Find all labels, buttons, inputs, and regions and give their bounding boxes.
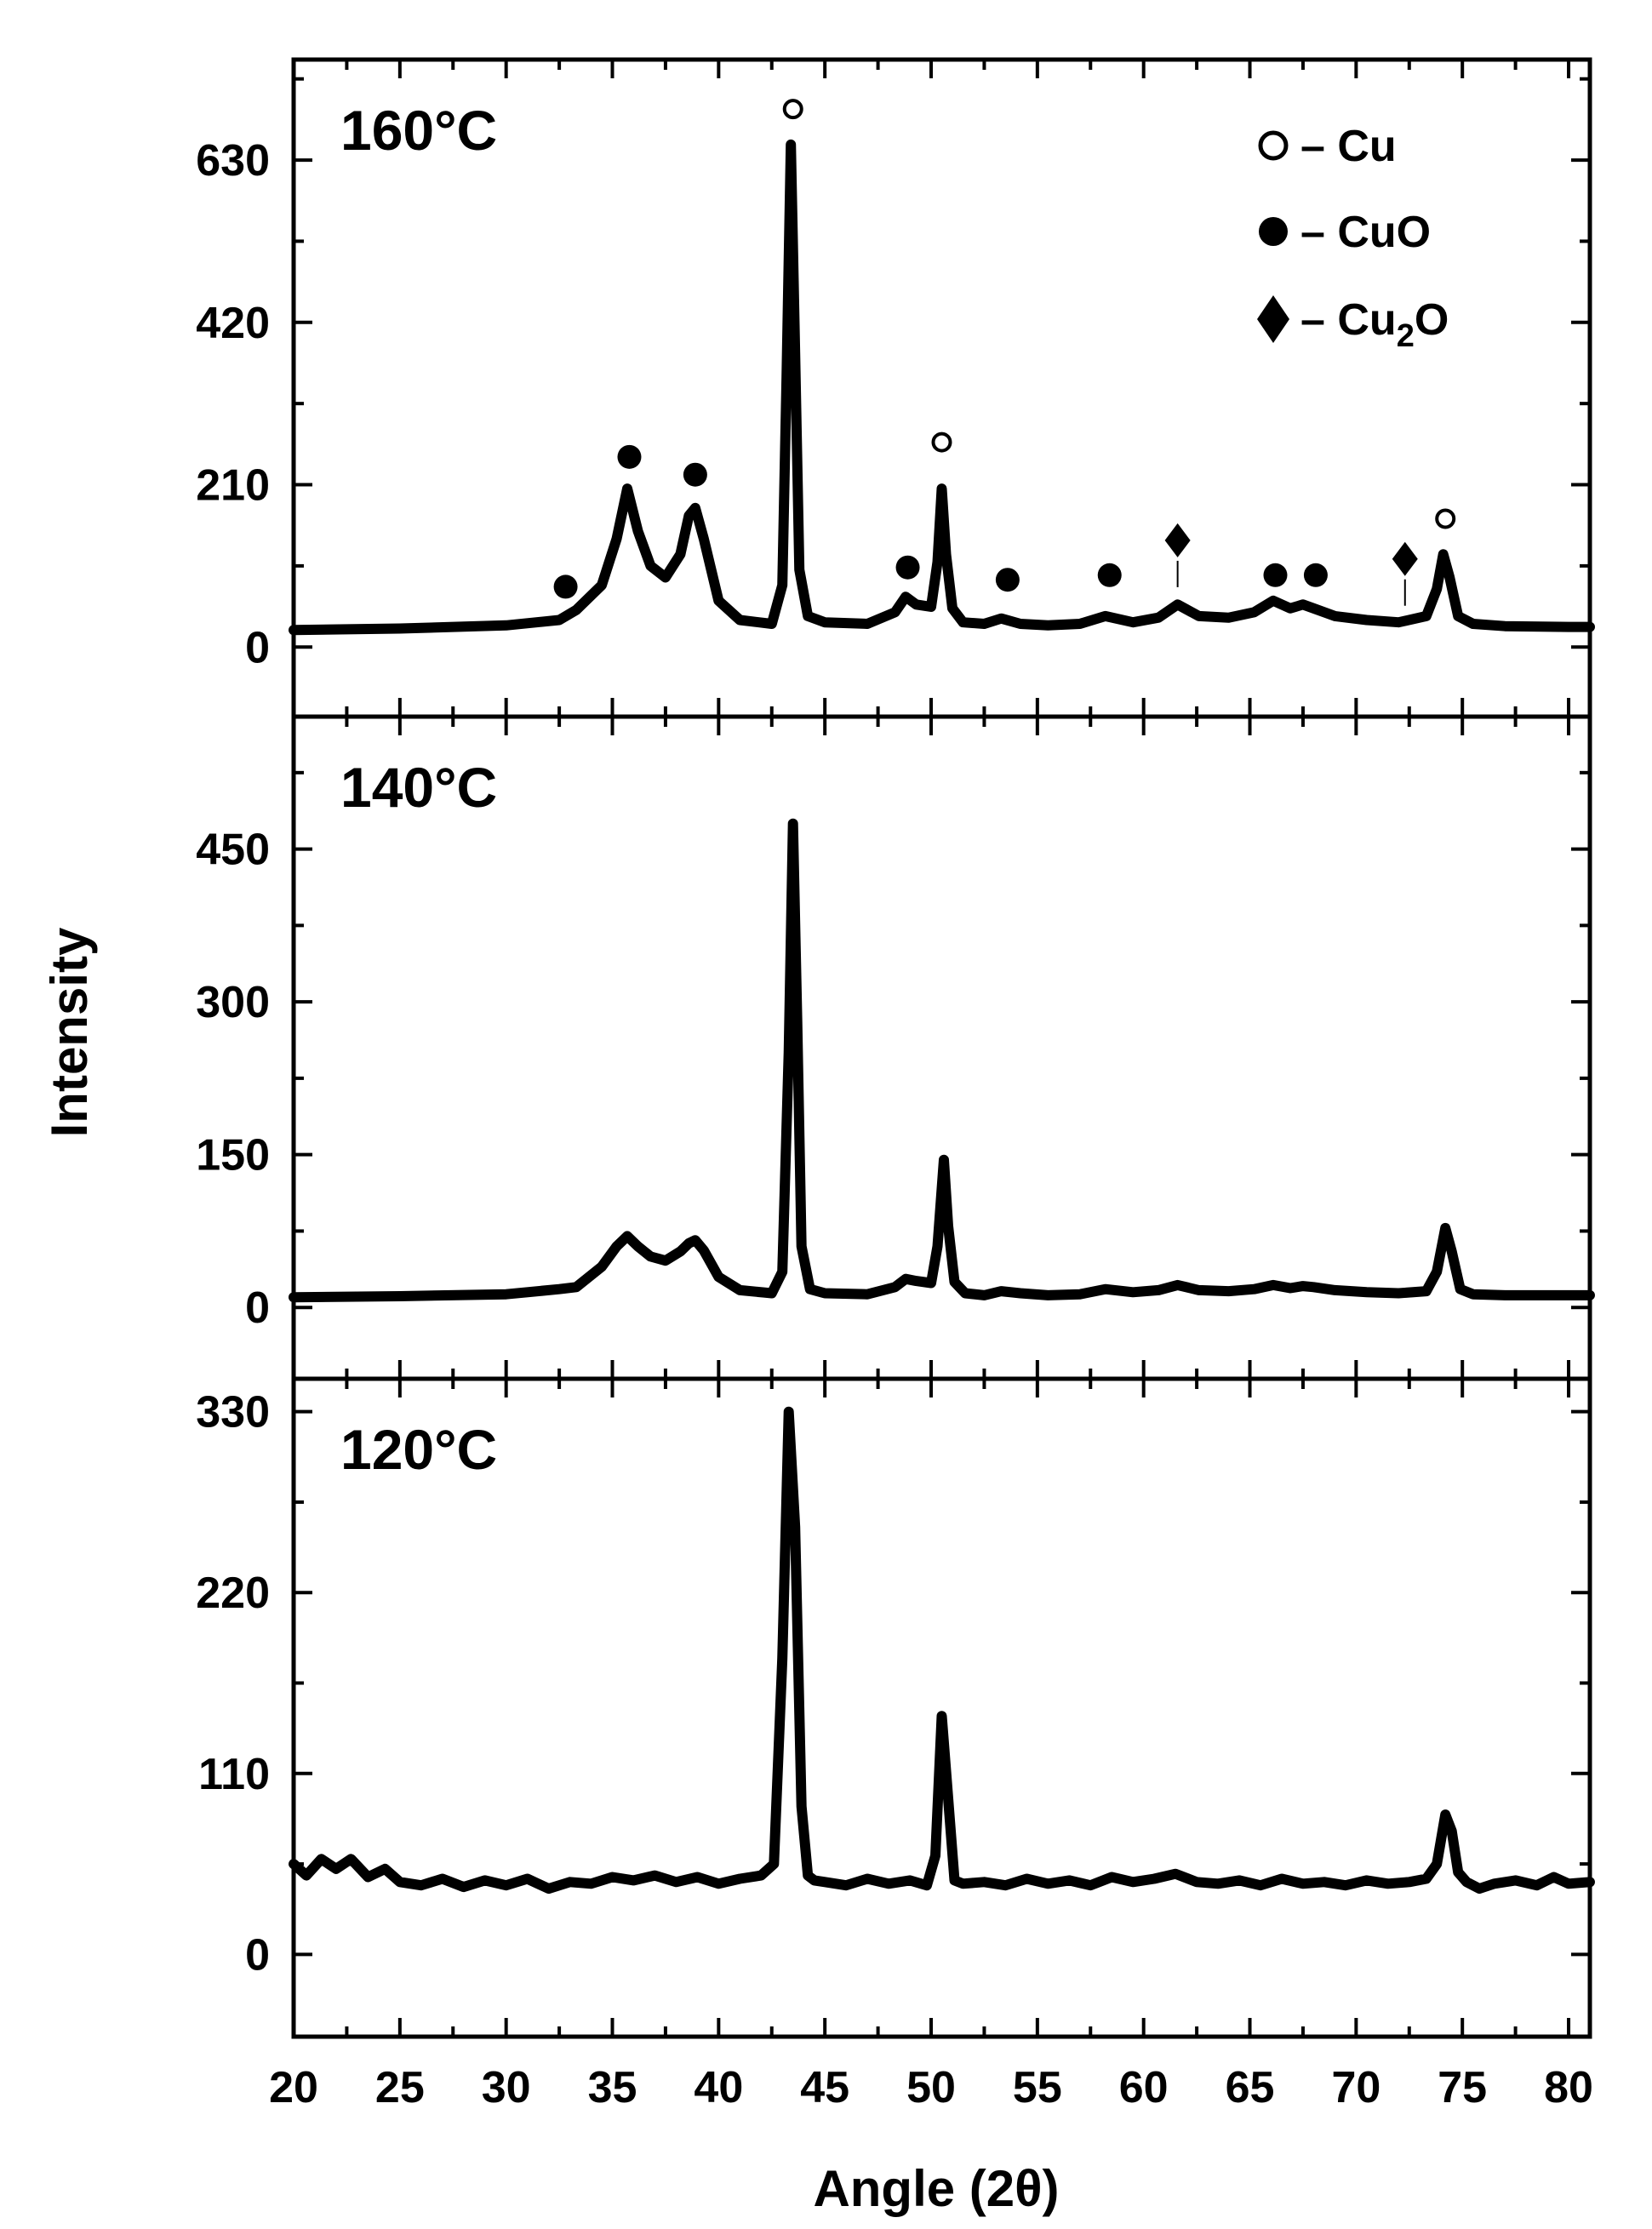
panel-3-temperature-label: 120°C — [340, 1418, 497, 1481]
cuo-peak-marker — [683, 462, 707, 487]
panel-3-ytick-label: 330 — [196, 1388, 270, 1437]
legend: – Cu – CuO – Cu2O — [1257, 122, 1449, 354]
cu-peak-marker — [782, 99, 803, 120]
x-tick-label: 55 — [1013, 2063, 1062, 2112]
panel-1-ytick-label: 420 — [196, 299, 270, 348]
panel-3-ytick-label: 110 — [198, 1750, 270, 1799]
panel-2-xrd-line — [289, 818, 1595, 1303]
x-tick-label: 40 — [694, 2063, 743, 2112]
cuo-peak-marker — [1303, 563, 1328, 587]
x-tick-label: 80 — [1544, 2063, 1593, 2112]
cu2o-peak-marker — [1392, 541, 1418, 576]
data-layer — [289, 139, 1595, 1895]
panel-3-xrd-line — [289, 1406, 1595, 1895]
cuo-peak-marker — [995, 568, 1020, 592]
x-tick-label: 50 — [906, 2063, 956, 2112]
cuo-peak-marker — [1263, 563, 1288, 587]
legend-filled-diamond-icon — [1257, 295, 1289, 343]
legend-entry-cu: – Cu — [1258, 122, 1397, 171]
panel-2-ytick-label: 300 — [196, 978, 270, 1027]
legend-entry-cuo: – CuO — [1259, 208, 1431, 257]
x-tick-label: 60 — [1119, 2063, 1169, 2112]
legend-label-cu2o-main: – Cu — [1300, 295, 1397, 345]
panel-2-ytick-label: 0 — [245, 1283, 270, 1333]
x-tick-label: 45 — [800, 2063, 849, 2112]
panel-2-temperature-label: 140°C — [340, 756, 497, 819]
panel-1-ytick-label: 0 — [245, 623, 270, 672]
panel-3-frame — [291, 1376, 1592, 2039]
x-tick-label: 25 — [375, 2063, 425, 2112]
x-tick-label: 20 — [269, 2063, 318, 2112]
cuo-peak-marker — [553, 574, 578, 599]
cu-peak-marker — [1435, 508, 1456, 529]
x-tick-label: 75 — [1438, 2063, 1487, 2112]
x-tick-label: 30 — [482, 2063, 531, 2112]
legend-filled-circle-icon — [1259, 217, 1288, 246]
legend-entry-cu2o: – Cu2O — [1257, 295, 1449, 354]
cuo-peak-marker — [617, 444, 642, 469]
panel-3-ytick-label: 220 — [196, 1569, 270, 1618]
x-axis-title: Angle (2θ) — [813, 2160, 1059, 2217]
axis-layer — [291, 57, 1592, 2039]
cu2o-peak-marker — [1164, 523, 1191, 557]
cuo-peak-marker — [895, 555, 920, 580]
panel-1-temperature-label: 160°C — [340, 99, 497, 162]
legend-label-cu2o-subscript: 2 — [1397, 318, 1415, 354]
label-layer: Intensity Angle (2θ) 0 210 420 630 160°C 0 150… — [41, 99, 1593, 2217]
legend-label-cu2o-tail: O — [1415, 295, 1449, 345]
y-axis-title: Intensity — [41, 927, 98, 1137]
panel-2-ytick-label: 150 — [196, 1131, 270, 1180]
cu-peak-marker — [931, 432, 952, 453]
panel-2-ytick-label: 450 — [196, 826, 270, 875]
x-tick-label: 70 — [1331, 2063, 1380, 2112]
panel-1-ytick-label: 630 — [196, 136, 270, 186]
legend-open-circle-icon — [1258, 130, 1289, 161]
panel-1-xrd-line — [289, 139, 1595, 636]
x-tick-label: 65 — [1226, 2063, 1275, 2112]
cuo-peak-marker — [1097, 563, 1122, 587]
x-tick-label: 35 — [588, 2063, 637, 2112]
peak-marker-layer — [553, 99, 1456, 606]
panel-1-ytick-label: 210 — [196, 461, 270, 511]
legend-label-cu2o: – Cu2O — [1300, 295, 1449, 354]
legend-label-cuo: – CuO — [1300, 208, 1431, 257]
legend-label-cu: – Cu — [1300, 122, 1397, 171]
panel-3-ytick-label: 0 — [245, 1930, 270, 1980]
